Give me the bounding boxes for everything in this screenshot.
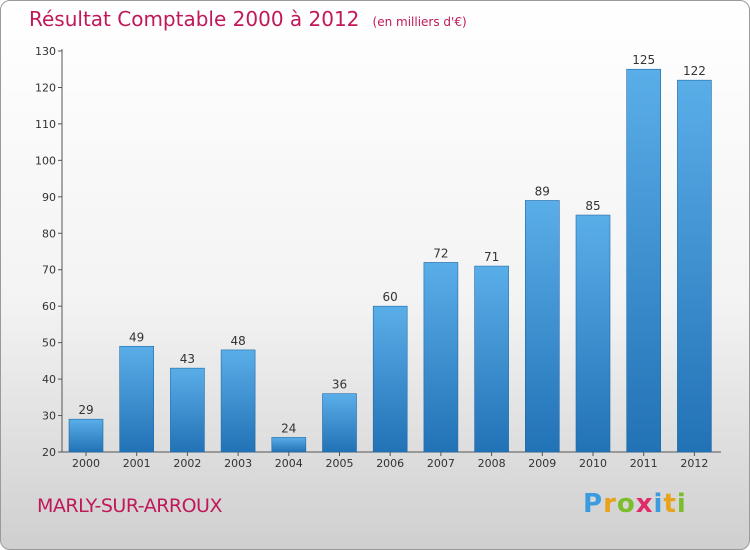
logo-letter: i [676, 489, 687, 519]
y-tick-label: 120 [35, 81, 56, 94]
y-tick-label: 130 [35, 45, 56, 58]
x-tick-label-2000: 2000 [72, 457, 100, 470]
bar-2004 [271, 437, 307, 453]
value-label-2003: 48 [230, 334, 245, 348]
chart-title-unit: (en milliers d'€) [372, 15, 467, 29]
value-label-2010: 85 [585, 199, 600, 213]
y-tick-label: 30 [42, 410, 56, 423]
x-tick-label-2008: 2008 [478, 457, 506, 470]
x-tick-label-2005: 2005 [326, 457, 354, 470]
y-tick-label: 40 [42, 373, 56, 386]
city-name: MARLY-SUR-ARROUX [37, 495, 222, 517]
value-label-2001: 49 [129, 330, 144, 344]
chart-title: Résultat Comptable 2000 à 2012 (en milli… [29, 7, 467, 31]
bar-2006 [372, 305, 408, 453]
x-tick-label-2010: 2010 [579, 457, 607, 470]
value-label-2006: 60 [383, 290, 398, 304]
y-tick-label: 50 [42, 337, 56, 350]
logo-letter: t [663, 489, 677, 519]
y-tick-label: 60 [42, 300, 56, 313]
value-label-2011: 125 [632, 53, 655, 67]
logo-letter: P [583, 489, 604, 519]
y-tick-label: 90 [42, 191, 56, 204]
x-tick-label-2006: 2006 [376, 457, 404, 470]
x-tick-label-2004: 2004 [275, 457, 303, 470]
logo-letter: x [635, 489, 654, 519]
y-tick-label: 80 [42, 227, 56, 240]
value-label-2000: 29 [78, 403, 93, 417]
x-tick-label-2012: 2012 [680, 457, 708, 470]
x-tick-label-2002: 2002 [173, 457, 201, 470]
x-tick-label-2011: 2011 [630, 457, 658, 470]
bar-2005 [322, 393, 357, 453]
value-label-2007: 72 [433, 246, 448, 260]
bar-2001 [119, 345, 154, 453]
bar-2000 [68, 418, 104, 453]
y-tick-label: 20 [42, 446, 56, 459]
bar-2010 [575, 214, 611, 453]
logo-letter: o [616, 489, 636, 519]
value-label-2012: 122 [683, 64, 706, 78]
logo-letter: i [653, 489, 664, 519]
value-label-2002: 43 [180, 352, 195, 366]
y-tick-label: 100 [35, 154, 56, 167]
bar-2009 [524, 200, 560, 453]
bar-2008 [474, 265, 509, 453]
bar-2011 [626, 68, 662, 453]
x-tick-label-2007: 2007 [427, 457, 455, 470]
value-label-2009: 89 [535, 184, 550, 198]
chart-title-main: Résultat Comptable 2000 à 2012 [29, 7, 360, 31]
y-tick-label: 70 [42, 264, 56, 277]
value-label-2005: 36 [332, 378, 347, 392]
y-tick-label: 110 [35, 118, 56, 131]
proxiti-logo: Proxiti [583, 489, 687, 519]
x-tick-label-2001: 2001 [123, 457, 151, 470]
value-label-2008: 71 [484, 250, 499, 264]
bar-2012 [677, 79, 712, 453]
value-label-2004: 24 [281, 421, 296, 435]
x-tick-label-2003: 2003 [224, 457, 252, 470]
bar-2002 [170, 367, 205, 453]
x-tick-label-2009: 2009 [528, 457, 556, 470]
bar-2003 [220, 349, 256, 453]
logo-letter: r [603, 489, 617, 519]
bar-2007 [423, 262, 459, 453]
